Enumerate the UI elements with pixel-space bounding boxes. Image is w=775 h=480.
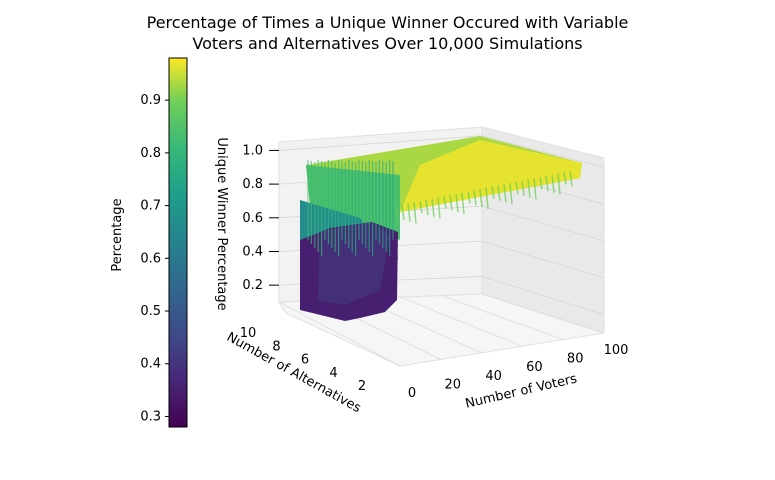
y-tick-label: 10 [240,326,257,341]
surface-edge-spike [431,198,435,217]
grid-line [481,276,605,315]
colorbar-tick-label: 0.6 [140,251,161,266]
surface-plateau-far [400,140,582,212]
surface-edge-spike [569,171,573,187]
surface-edge-spike [461,192,465,214]
z-tick-label: 0.8 [242,177,263,192]
y-tick-label: 4 [329,366,337,381]
surface-edge-spike [455,193,459,213]
surface-edge-spike [557,173,561,195]
surface-edge-spike [521,180,525,196]
grid-line [481,205,605,242]
surface-edge-spike [401,204,405,220]
surface-edge-spike [413,202,417,224]
x-tick-label: 60 [526,360,543,375]
colorbar [168,57,188,428]
x-axis-label: Number of Voters [464,371,579,411]
grid-line [481,135,605,168]
y-axis-label: Number of Alternatives [224,330,364,416]
surface-edge-spike [449,195,453,211]
z-tick-label: 0.4 [242,244,263,259]
colorbar-tick-label: 0.8 [140,146,161,161]
grid-line [278,135,483,151]
colorbar-tick-label: 0.9 [140,93,161,108]
surface-edge-spike [419,201,423,214]
grid-line [400,296,523,347]
x-tick-label: 40 [485,369,502,384]
surface-edge-spike [425,199,429,216]
z-axis-label: Unique Winner Percentage [214,137,229,310]
x-tick-label: 100 [604,343,629,358]
surface-edge-spike [437,197,441,219]
grid-line [441,295,564,340]
colorbar-tick-label: 0.5 [140,304,161,319]
surface-edge-spike [509,183,513,205]
colorbar-tick-label: 0.4 [140,357,161,372]
x-tick-label: 0 [408,386,416,401]
grid-line [481,293,605,334]
grid-line [278,301,401,367]
x-tick-label: 20 [445,377,462,392]
surface-edge-spike [473,190,477,206]
y-tick-label: 6 [301,353,309,368]
colorbar-tick-label: 0.3 [140,409,161,424]
surface-edge-spike [539,177,543,190]
surface-edge-spike [407,203,411,222]
surface-edge-spike [563,172,567,185]
surface-edge-spike [485,187,489,210]
surface-edge-spike [533,178,537,200]
surface-edge-spike [491,186,495,199]
surface-edge-spike [545,175,549,192]
surface-edge-spike [497,185,501,201]
z-tick-label: 0.6 [242,211,263,226]
z-tick-label: 1.0 [242,143,263,158]
surface-edge-spike [527,179,531,198]
chart-title-line1: Percentage of Times a Unique Winner Occu… [146,13,629,32]
surface-edge-spike [479,189,483,208]
grid-line [481,240,605,279]
y-tick-label: 8 [272,339,280,354]
z-tick-label: 0.2 [242,278,263,293]
surface-edge-spike [467,191,471,204]
chart-title-line2: Voters and Alternatives Over 10,000 Simu… [192,34,583,53]
x-tick-label: 80 [567,352,584,367]
surface-edge-spike [443,196,447,209]
y-tick-label: 2 [358,379,366,394]
surface-edge-spike [551,174,555,193]
surface-edge-spike [515,181,519,195]
surface-edge-spike [503,184,507,203]
surface-edge-spike [395,205,399,219]
colorbar-tick-label: 0.7 [140,199,161,214]
